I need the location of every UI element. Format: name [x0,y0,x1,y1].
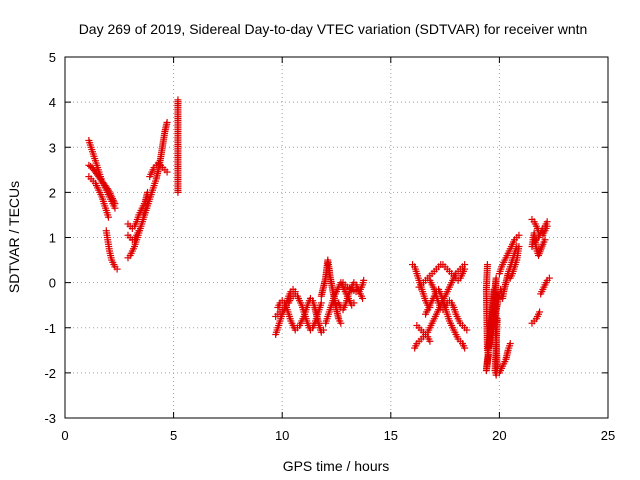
data-points [85,96,553,379]
data-point [506,340,514,348]
data-point [104,213,112,221]
data-point [350,299,358,307]
data-point [113,265,121,273]
data-point [174,188,182,196]
data-point [515,243,523,251]
data-point [111,200,119,208]
data-point [144,188,152,196]
data-point [359,294,367,302]
data-point [360,276,368,284]
data-point [545,274,553,282]
data-point [107,191,115,199]
data-point [461,265,469,273]
data-point [106,190,114,198]
data-point [463,326,471,334]
data-point [105,188,113,196]
x-tick-label: 25 [601,428,615,443]
data-point [109,196,117,204]
plot-frame [64,56,609,419]
x-axis-label: GPS time / hours [283,458,390,474]
x-tick-label: 5 [170,428,177,443]
x-tick-label: 0 [61,428,68,443]
data-point [291,288,299,296]
data-point [108,193,116,201]
grid [65,57,608,418]
data-point [541,236,549,244]
data-point [319,326,327,334]
y-tick-label: 4 [49,95,56,110]
data-point [163,168,171,176]
data-point [461,344,469,352]
x-tick-label: 10 [275,428,289,443]
data-point [317,299,325,307]
y-tick-label: 1 [49,231,56,246]
y-tick-label: 3 [49,140,56,155]
data-point [110,198,118,206]
data-point [515,231,523,239]
data-point [543,218,551,226]
data-point [104,186,112,194]
chart-title: Day 269 of 2019, Sidereal Day-to-day VTE… [79,21,588,37]
y-tick-label: -1 [44,321,56,336]
x-tick-label: 15 [384,428,398,443]
y-tick-label: -3 [44,411,56,426]
data-point [536,308,544,316]
data-point [144,200,152,208]
x-tick-label: 20 [492,428,506,443]
data-point [426,337,434,345]
y-tick-label: -2 [44,366,56,381]
y-axis-label: SDTVAR / TECUs [6,181,22,293]
data-point [163,118,171,126]
data-point [337,319,345,327]
y-tick-label: 0 [49,276,56,291]
y-tick-label: 5 [49,50,56,65]
y-tick-label: 2 [49,185,56,200]
data-point [135,227,143,235]
data-point [109,195,117,203]
